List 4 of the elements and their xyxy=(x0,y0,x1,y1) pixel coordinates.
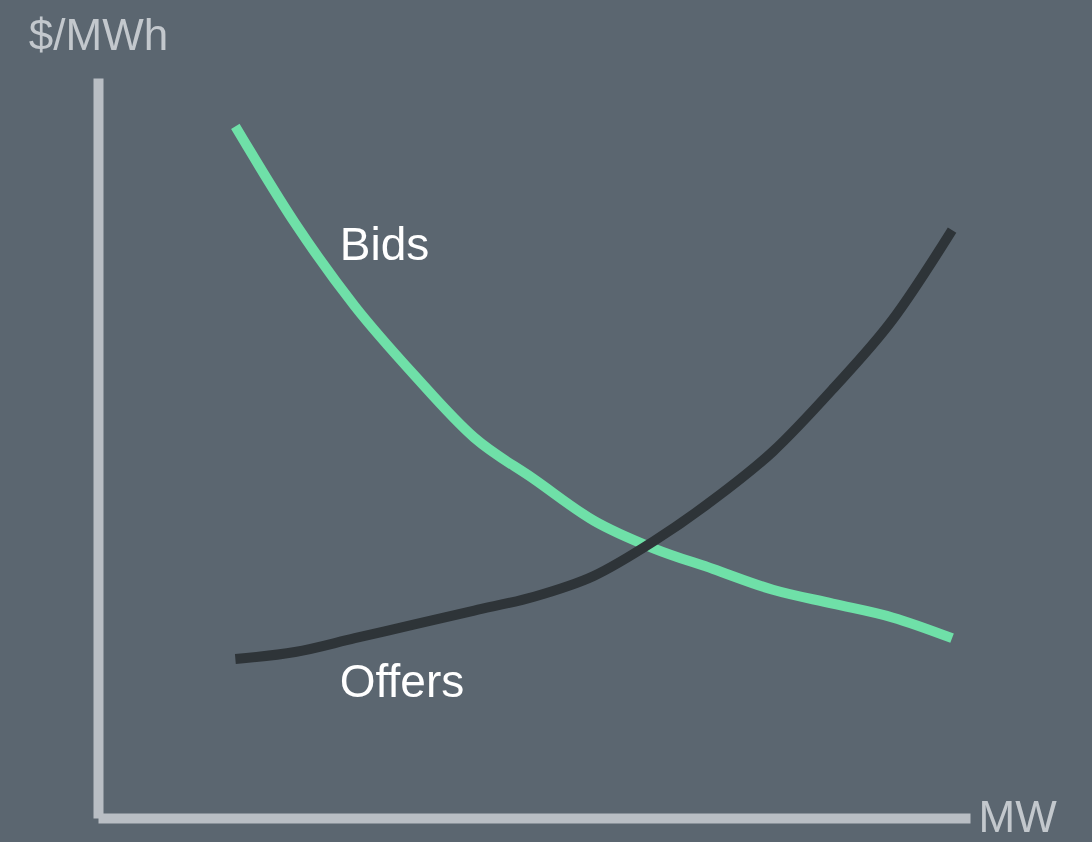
series-label: Bids xyxy=(339,218,430,271)
series-label: Offers xyxy=(339,655,465,708)
y-axis-title: $/MWh xyxy=(28,9,169,59)
x-axis-title: MW xyxy=(978,791,1058,841)
